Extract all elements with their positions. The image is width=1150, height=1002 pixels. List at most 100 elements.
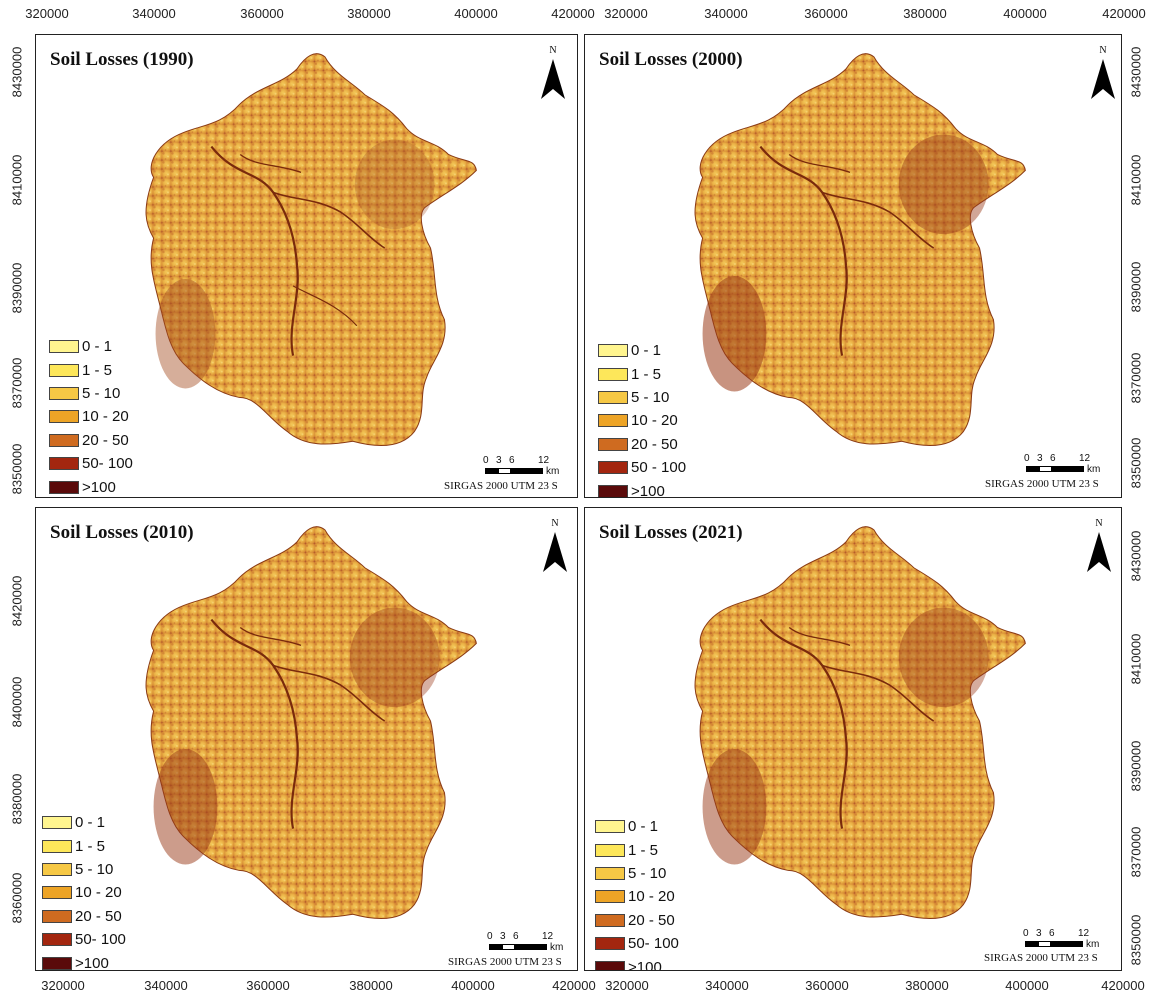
- left-axis-tick-8390000: 8390000: [9, 262, 25, 314]
- top-axis-tick-340000-right: 340000: [704, 6, 748, 21]
- legend-swatch: [49, 433, 79, 447]
- legend: 0 - 1 1 - 5 5 - 10 10 - 20 20 - 50 50- 1…: [42, 811, 126, 971]
- scale-unit: km: [550, 942, 564, 953]
- legend-label: 20 - 50: [631, 435, 678, 453]
- scale-tick-3: 3: [496, 455, 502, 466]
- scale-bar-graphic: [485, 468, 543, 474]
- top-axis-tick-320000-left: 320000: [25, 6, 69, 21]
- top-axis-tick-340000-left: 340000: [132, 6, 176, 21]
- right-axis-tick-8390000-top: 8390000: [1128, 261, 1144, 313]
- crs-label: SIRGAS 2000 UTM 23 S: [444, 480, 558, 492]
- scale-tick-0: 0: [1024, 453, 1030, 464]
- basin-map-2010: [145, 526, 477, 919]
- north-arrow: N: [1089, 45, 1117, 101]
- legend-label: 5 - 10: [631, 388, 670, 406]
- legend-label: 20 - 50: [82, 431, 129, 449]
- legend-swatch: [595, 866, 625, 880]
- right-axis-tick-8370000-top: 8370000: [1128, 352, 1144, 404]
- legend-item: 1 - 5: [49, 358, 133, 381]
- legend-item: 50 - 100: [598, 456, 686, 479]
- legend-label: >100: [82, 478, 116, 496]
- legend-swatch: [42, 862, 72, 876]
- legend-label: 50 - 100: [631, 459, 687, 477]
- legend-swatch: [42, 886, 72, 900]
- north-label: N: [551, 518, 559, 529]
- scale-bar: 0 3 6 12 km: [1023, 928, 1105, 950]
- bottom-axis-tick-320000-right: 320000: [605, 978, 649, 993]
- panel-title: Soil Losses (2010): [50, 522, 194, 543]
- north-arrow: N: [541, 518, 569, 574]
- legend-label: 1 - 5: [75, 837, 106, 855]
- legend-label: 0 - 1: [628, 818, 659, 836]
- legend-label: >100: [631, 482, 665, 498]
- legend-swatch: [598, 367, 628, 381]
- legend-item: >100: [42, 951, 126, 971]
- legend-item: 10 - 20: [49, 405, 133, 428]
- legend-item: 0 - 1: [42, 811, 126, 834]
- legend-swatch: [49, 457, 79, 471]
- top-axis-tick-380000-left: 380000: [347, 6, 391, 21]
- north-arrow-icon: [1087, 532, 1111, 572]
- legend-label: >100: [75, 954, 109, 971]
- legend-item: >100: [598, 479, 686, 498]
- crs-label: SIRGAS 2000 UTM 23 S: [448, 956, 562, 968]
- basin-map-2021: [694, 526, 1026, 919]
- left-axis-tick-8370000: 8370000: [9, 357, 25, 409]
- legend-label: 5 - 10: [75, 860, 114, 878]
- north-label: N: [1099, 45, 1107, 56]
- legend-label: 50- 100: [75, 931, 126, 949]
- legend-item: 20 - 50: [598, 433, 686, 456]
- bottom-axis-tick-420000-right: 420000: [1101, 978, 1145, 993]
- map-panel-2010: Soil Losses (2010) N 0 - 1 1 - 5 5 - 10 …: [35, 507, 578, 971]
- right-axis-tick-8430000-bottom: 8430000: [1128, 530, 1144, 582]
- top-axis-tick-400000-left: 400000: [454, 6, 498, 21]
- north-arrow-icon: [1091, 59, 1115, 99]
- bottom-axis-tick-320000-left: 320000: [41, 978, 85, 993]
- legend-item: 0 - 1: [598, 339, 686, 362]
- right-axis-tick-8350000-top: 8350000: [1128, 437, 1144, 489]
- bottom-axis-tick-400000-left: 400000: [451, 978, 495, 993]
- top-axis-tick-360000-right: 360000: [804, 6, 848, 21]
- top-axis-tick-420000-left: 420000: [551, 6, 595, 21]
- left-axis-tick-8410000: 8410000: [9, 154, 25, 206]
- legend-item: >100: [595, 955, 679, 970]
- top-axis-tick-400000-right: 400000: [1003, 6, 1047, 21]
- scale-bar-graphic: [1026, 466, 1084, 472]
- legend-swatch: [42, 839, 72, 853]
- north-label: N: [549, 45, 557, 56]
- legend-item: 10 - 20: [42, 881, 126, 904]
- legend-swatch: [598, 437, 628, 451]
- panel-title: Soil Losses (2021): [599, 522, 743, 543]
- legend-swatch: [598, 390, 628, 404]
- legend-swatch: [595, 937, 625, 951]
- scale-unit: km: [1086, 939, 1100, 950]
- legend-label: 0 - 1: [82, 338, 113, 356]
- legend-swatch: [49, 386, 79, 400]
- legend-swatch: [598, 344, 628, 358]
- north-label: N: [1095, 518, 1103, 529]
- scale-tick-0: 0: [1023, 928, 1029, 939]
- panel-title: Soil Losses (1990): [50, 49, 194, 70]
- right-axis-tick-8350000-bottom: 8350000: [1128, 914, 1144, 966]
- left-axis-tick-8420000: 8420000: [9, 575, 25, 627]
- scale-unit: km: [1087, 464, 1101, 475]
- right-axis-tick-8410000-top: 8410000: [1128, 154, 1144, 206]
- legend-label: 1 - 5: [628, 841, 659, 859]
- north-arrow-icon: [541, 59, 565, 99]
- bottom-axis-tick-360000-left: 360000: [246, 978, 290, 993]
- legend-item: 50- 100: [42, 928, 126, 951]
- legend-item: 50- 100: [595, 932, 679, 955]
- legend-swatch: [49, 363, 79, 377]
- scale-unit: km: [546, 466, 560, 477]
- left-axis-tick-8430000: 8430000: [9, 46, 25, 98]
- top-axis-tick-380000-right: 380000: [903, 6, 947, 21]
- right-axis-tick-8390000-bottom: 8390000: [1128, 740, 1144, 792]
- map-panel-1990: Soil Losses (1990) N 0 - 1 1 - 5 5 - 10 …: [35, 34, 578, 498]
- right-axis-tick-8410000-bottom: 8410000: [1128, 633, 1144, 685]
- legend-label: 50- 100: [628, 935, 679, 953]
- legend-label: 5 - 10: [628, 864, 667, 882]
- scale-tick-6: 6: [1049, 928, 1055, 939]
- legend-swatch: [42, 909, 72, 923]
- basin-map-2000: [694, 53, 1026, 446]
- legend-item: 20 - 50: [49, 429, 133, 452]
